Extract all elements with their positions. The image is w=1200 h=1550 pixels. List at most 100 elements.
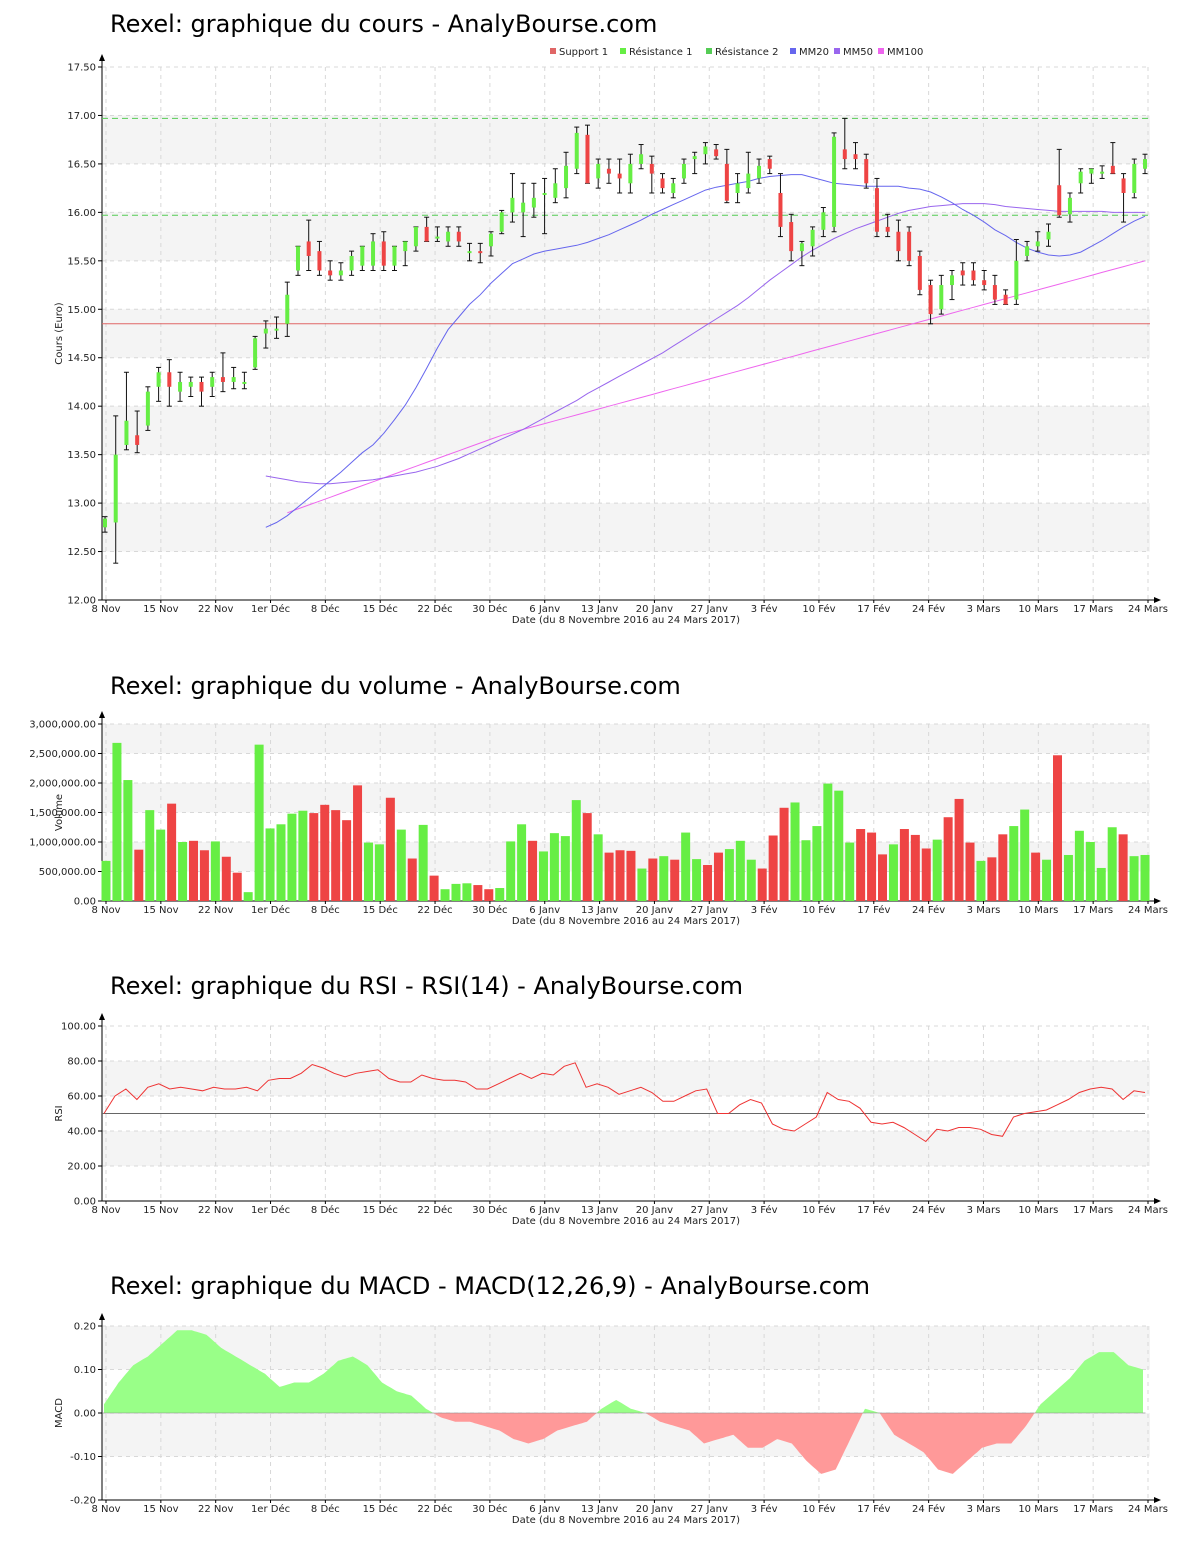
- candle-body: [853, 154, 858, 160]
- macd-negative-area: [1033, 1411, 1036, 1416]
- rsi-xtick-label: 13 Janv: [581, 1205, 618, 1216]
- rsi-xaxis-arrow: [1154, 1198, 1161, 1204]
- macd-negative-area: [645, 1413, 648, 1415]
- macd-ytick-label: -0.20: [70, 1496, 96, 1507]
- volume-bar: [385, 797, 395, 901]
- rsi-xtick-label: 22 Déc: [417, 1204, 452, 1216]
- volume-bar: [265, 828, 275, 901]
- macd-xtick-label: 27 Janv: [691, 1504, 728, 1515]
- candle-body: [446, 231, 451, 242]
- candle-body: [553, 183, 558, 198]
- macd-band: [102, 1326, 1150, 1370]
- candle-body: [403, 241, 408, 252]
- volume-bar: [845, 842, 855, 901]
- price-xtick-label: 6 Janv: [529, 604, 560, 615]
- macd-xtick-label: 8 Déc: [311, 1503, 340, 1515]
- rsi-yaxis-label: RSI: [54, 1105, 65, 1121]
- candle-body: [1132, 163, 1137, 193]
- volume-bar: [320, 804, 330, 901]
- candle-body: [864, 159, 869, 184]
- volume-bar: [396, 829, 406, 901]
- candle-body: [896, 231, 901, 252]
- candle-body: [360, 246, 365, 266]
- price-xtick-label: 3 Fév: [751, 603, 778, 615]
- candle-body: [521, 202, 526, 213]
- candle-body: [542, 192, 547, 195]
- macd-xaxis-arrow: [1154, 1497, 1161, 1503]
- volume-panel: 0.00 500,000.00 1,000,000.00 1,500,000.00 2,…: [29, 711, 1168, 927]
- candle-body: [167, 372, 172, 387]
- rsi-band: [102, 1131, 1150, 1166]
- candle-body: [810, 229, 815, 247]
- price-ytick-label: 14.50: [67, 353, 96, 364]
- volume-bar: [703, 865, 713, 901]
- price-yaxis-arrow: [99, 54, 105, 61]
- volume-xtick-label: 8 Nov: [91, 905, 120, 916]
- candle-body: [874, 188, 879, 232]
- candle-body: [1046, 231, 1051, 240]
- volume-bar: [965, 842, 975, 901]
- volume-xtick-label: 13 Janv: [581, 905, 618, 916]
- rsi-xtick-label: 24 Fév: [912, 1204, 945, 1216]
- candle-body: [617, 173, 622, 179]
- price-xtick-label: 17 Fév: [857, 603, 890, 615]
- candle-body: [178, 381, 183, 392]
- volume-bar: [670, 859, 680, 901]
- volume-bar: [178, 842, 188, 901]
- candle-body: [306, 241, 311, 256]
- volume-bar: [976, 860, 986, 901]
- volume-bar: [298, 810, 308, 901]
- legend-swatch: [878, 48, 884, 54]
- volume-bar: [254, 744, 264, 901]
- volume-ytick-label: 2,000,000.00: [29, 779, 96, 790]
- volume-xtick-label: 8 Déc: [311, 904, 340, 916]
- price-xtick-label: 1er Déc: [251, 603, 290, 615]
- macd-xtick-label: 3 Fév: [751, 1503, 778, 1515]
- macd-xtick-label: 24 Fév: [912, 1503, 945, 1515]
- macd-xtick-label: 10 Fév: [802, 1503, 835, 1515]
- candle-body: [714, 149, 719, 157]
- volume-ytick-label: 500,000.00: [39, 867, 96, 878]
- volume-bar: [604, 852, 614, 901]
- candle-body: [488, 233, 493, 247]
- candle-body: [113, 454, 118, 523]
- volume-xtick-label: 6 Janv: [529, 905, 560, 916]
- candle-body: [950, 275, 955, 286]
- legend-label: MM100: [887, 47, 923, 58]
- candle-body: [328, 270, 333, 276]
- candle-body: [317, 251, 322, 271]
- volume-bar: [1096, 867, 1106, 901]
- price-xtick-label: 15 Déc: [363, 603, 398, 615]
- price-xtick-label: 10 Fév: [802, 603, 835, 615]
- candle-body: [263, 328, 268, 334]
- candle-body: [671, 183, 676, 193]
- candle-body: [1067, 197, 1072, 215]
- candle-body: [349, 255, 354, 271]
- rsi-xtick-label: 27 Janv: [691, 1205, 728, 1216]
- candle-body: [135, 435, 140, 445]
- rsi-xtick-label: 24 Mars: [1128, 1205, 1168, 1216]
- volume-bar: [998, 834, 1008, 901]
- candle-body: [1100, 171, 1105, 174]
- candle-body: [917, 255, 922, 290]
- candle-body: [1078, 171, 1083, 184]
- candle-body: [242, 381, 247, 384]
- macd-negative-area: [879, 1413, 882, 1417]
- volume-bar: [549, 833, 559, 901]
- candle-body: [1121, 178, 1126, 193]
- price-xtick-label: 17 Mars: [1073, 604, 1113, 615]
- candle-body: [971, 270, 976, 281]
- volume-bar: [834, 790, 844, 901]
- macd-xtick-label: 15 Déc: [363, 1503, 398, 1515]
- candle-body: [564, 165, 569, 189]
- price-ytick-label: 16.50: [67, 159, 96, 170]
- candle-body: [456, 231, 461, 242]
- volume-bar: [134, 849, 144, 901]
- candle-body: [124, 420, 129, 445]
- volume-ytick-label: 3,000,000.00: [29, 720, 96, 731]
- candle-body: [681, 163, 686, 179]
- macd-positive-area: [1035, 1352, 1143, 1413]
- candle-body: [907, 231, 912, 261]
- rsi-xtick-label: 8 Nov: [91, 1205, 120, 1216]
